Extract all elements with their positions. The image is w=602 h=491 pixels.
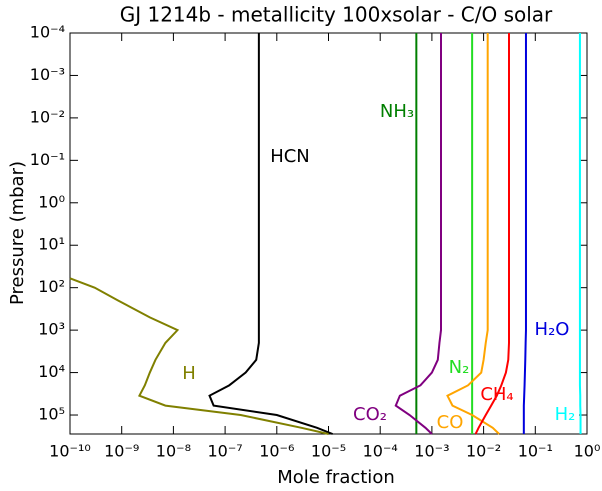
series-line bbox=[208, 33, 333, 435]
series-label: CH₄ bbox=[480, 384, 513, 405]
x-tick-label: 10⁻¹⁰ bbox=[49, 442, 91, 461]
series-label: H₂ bbox=[555, 404, 576, 425]
series-line bbox=[394, 33, 442, 435]
x-tick-label: 10⁻⁴ bbox=[363, 442, 398, 461]
y-tick-label: 10⁻³ bbox=[30, 65, 65, 84]
series-line bbox=[474, 33, 510, 435]
series-label: H₂O bbox=[535, 319, 570, 340]
x-tick-label: 10⁻⁶ bbox=[259, 442, 294, 461]
y-tick-label: 10⁻² bbox=[30, 107, 65, 126]
x-tick-label: 10⁻² bbox=[466, 442, 501, 461]
series-label: CO bbox=[437, 412, 464, 433]
chart-title: GJ 1214b - metallicity 100xsolar - C/O s… bbox=[120, 3, 553, 27]
x-tick-label: 10⁻¹ bbox=[518, 442, 553, 461]
y-tick-label: 10⁻⁴ bbox=[30, 23, 65, 42]
series-label: HCN bbox=[270, 146, 310, 167]
y-tick-label: 10³ bbox=[38, 320, 65, 339]
y-tick-label: 10² bbox=[38, 277, 65, 296]
y-tick-label: 10⁰ bbox=[38, 192, 65, 211]
y-axis-label: Pressure (mbar) bbox=[7, 161, 28, 305]
y-tick-label: 10¹ bbox=[38, 235, 65, 254]
series-label: H bbox=[182, 363, 196, 384]
series-label: NH₃ bbox=[380, 101, 414, 122]
x-tick-label: 10⁻⁵ bbox=[311, 442, 346, 461]
x-tick-label: 10⁻⁷ bbox=[207, 442, 242, 461]
series-label: CO₂ bbox=[353, 404, 387, 425]
series-line bbox=[446, 33, 500, 435]
series-line bbox=[69, 277, 329, 435]
series-line bbox=[522, 33, 527, 434]
x-tick-label: 10⁻³ bbox=[414, 442, 449, 461]
series-line bbox=[578, 33, 582, 434]
x-axis-label: Mole fraction bbox=[277, 467, 394, 488]
y-tick-label: 10⁴ bbox=[38, 362, 65, 381]
y-tick-label: 10⁵ bbox=[38, 405, 65, 424]
x-tick-label: 10⁻⁸ bbox=[156, 442, 191, 461]
series-label: N₂ bbox=[449, 357, 470, 378]
y-tick-label: 10⁻¹ bbox=[30, 150, 65, 169]
x-tick-label: 10⁰ bbox=[574, 442, 601, 461]
x-tick-label: 10⁻⁹ bbox=[104, 442, 139, 461]
